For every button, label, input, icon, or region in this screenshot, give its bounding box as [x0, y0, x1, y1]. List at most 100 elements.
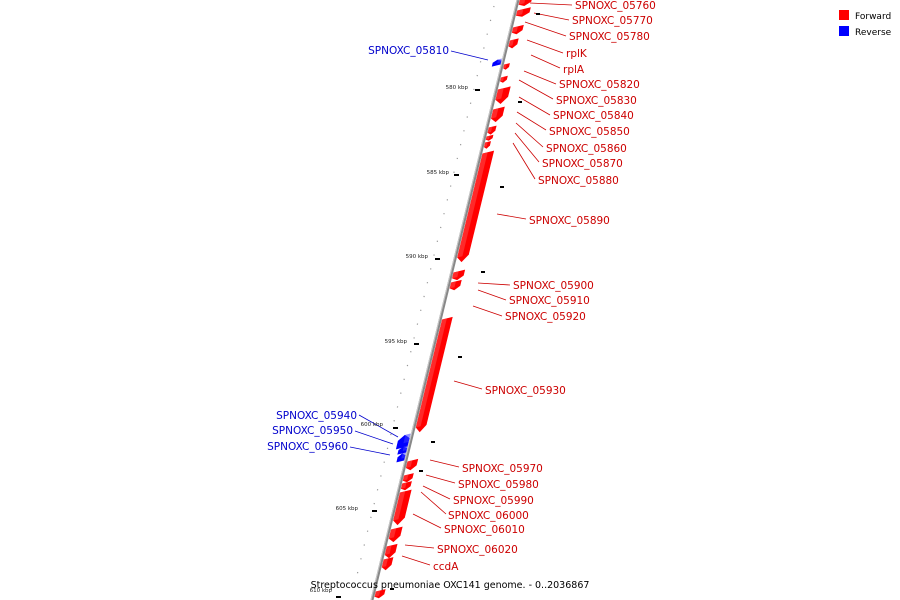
forward-connector-7 — [518, 96, 551, 116]
gene-label[interactable]: SPNOXC_05830 — [556, 95, 637, 107]
forward-connector-3 — [526, 39, 564, 54]
forward-gene-0-shade — [518, 0, 526, 5]
chromosome-axis-highlight — [370, 0, 518, 600]
forward-gene-21-shade — [381, 558, 388, 568]
outer-dotted-track — [351, 5, 495, 597]
minor-tick-5 — [431, 441, 435, 443]
tick-600: 600 kbp — [361, 422, 398, 429]
gene-label[interactable]: SPNOXC_05820 — [559, 79, 640, 91]
gene-label[interactable]: SPNOXC_05910 — [509, 295, 590, 307]
forward-gene-15-shade — [405, 460, 413, 468]
forward-gene-1-shade — [516, 9, 524, 16]
legend-label-reverse: Reverse — [855, 28, 892, 38]
reverse-gene-0-shade — [497, 58, 502, 64]
tick-label: 610 kbp — [310, 588, 333, 594]
gene-label[interactable]: rplA — [563, 64, 585, 76]
forward-gene-8-shade — [487, 126, 493, 133]
minor-tick-7 — [390, 588, 394, 590]
gene-label[interactable]: SPNOXC_05780 — [569, 31, 650, 43]
gene-label[interactable]: SPNOXC_05940 — [276, 410, 357, 422]
tick-605: 605 kbp — [336, 506, 377, 512]
forward-gene-17-shade — [400, 482, 407, 489]
gene-label[interactable]: SPNOXC_05890 — [529, 215, 610, 227]
forward-connector-21 — [412, 513, 442, 529]
forward-connector-20 — [420, 491, 447, 515]
chromosome-axis — [370, 0, 520, 600]
legend-label-forward: Forward — [855, 12, 891, 22]
gene-label[interactable]: SPNOXC_05870 — [542, 158, 623, 170]
legend: Forward Reverse — [839, 10, 892, 38]
minor-tick-4 — [458, 356, 462, 358]
forward-gene-4-shade — [503, 63, 507, 69]
tick-585: 585 kbp — [427, 170, 459, 176]
reverse-connector-2 — [354, 430, 394, 445]
gene-label[interactable]: SPNOXC_05860 — [546, 143, 627, 155]
gene-label[interactable]: SPNOXC_05980 — [458, 479, 539, 491]
tick-label: 600 kbp — [361, 422, 384, 428]
gene-label[interactable]: SPNOXC_05770 — [572, 15, 653, 27]
legend-swatch-forward — [839, 10, 849, 20]
forward-gene-16-shade — [402, 474, 409, 481]
forward-connector-13 — [477, 282, 511, 286]
forward-gene-6-shade — [495, 88, 504, 100]
minor-tick-6 — [419, 470, 423, 472]
gene-label[interactable]: SPNOXC_06020 — [437, 544, 518, 556]
minor-tick-1 — [518, 101, 522, 103]
gene-label[interactable]: SPNOXC_05850 — [549, 126, 630, 138]
gene-label[interactable]: SPNOXC_05840 — [553, 110, 634, 122]
tick-label: 585 kbp — [427, 170, 450, 176]
forward-gene-3-shade — [508, 39, 514, 47]
gene-label[interactable]: SPNOXC_06010 — [444, 524, 525, 536]
gene-label[interactable]: ccdA — [433, 561, 459, 573]
gene-label[interactable]: SPNOXC_05810 — [368, 45, 449, 57]
reverse-gene-1-shade — [403, 433, 411, 444]
gene-label[interactable]: SPNOXC_05880 — [538, 175, 619, 187]
reverse-connector-0 — [450, 50, 489, 61]
forward-connector-15 — [472, 305, 503, 317]
forward-connector-19 — [422, 485, 451, 500]
forward-gene-11-shade — [457, 152, 488, 258]
legend-swatch-reverse — [839, 26, 849, 36]
reverse-gene-3-shade — [401, 452, 407, 459]
forward-gene-10-shade — [484, 141, 488, 148]
scale-ticks: 580 kbp 585 kbp 590 kbp 595 kbp 600 kbp … — [310, 85, 480, 598]
genome-caption: Streptococcus pneumoniae OXC141 genome. … — [311, 580, 590, 591]
gene-label[interactable]: SPNOXC_05970 — [462, 463, 543, 475]
gene-label[interactable]: SPNOXC_05900 — [513, 280, 594, 292]
minor-tick-3 — [481, 271, 485, 273]
forward-gene-20-shade — [384, 545, 392, 555]
forward-connector-14 — [477, 289, 507, 301]
reverse-gene-2-shade — [402, 445, 408, 451]
gene-label[interactable]: SPNOXC_05990 — [453, 495, 534, 507]
forward-gene-14-shade — [415, 318, 447, 428]
label-connectors — [349, 2, 573, 590]
forward-gene-9-shade — [485, 135, 490, 140]
gene-label[interactable]: SPNOXC_05760 — [575, 0, 656, 12]
forward-gene-19-shade — [388, 528, 397, 539]
forward-connector-11 — [512, 142, 536, 180]
forward-gene-2-shade — [511, 26, 518, 33]
forward-gene-12-shade — [452, 271, 459, 279]
forward-gene-7-shade — [491, 108, 499, 119]
forward-connector-0 — [529, 2, 573, 6]
forward-gene-22-shade — [374, 590, 381, 597]
gene-label[interactable]: SPNOXC_05930 — [485, 385, 566, 397]
gene-label[interactable]: SPNOXC_06000 — [448, 510, 529, 522]
tick-595: 595 kbp — [385, 339, 419, 345]
reverse-connector-3 — [349, 446, 391, 456]
forward-gene-13-shade — [449, 281, 456, 289]
gene-label[interactable]: SPNOXC_05920 — [505, 311, 586, 323]
forward-connector-5 — [523, 70, 557, 85]
minor-tick-0 — [536, 13, 540, 15]
gene-label[interactable]: SPNOXC_05960 — [267, 441, 348, 453]
gene-label[interactable]: SPNOXC_05950 — [272, 425, 353, 437]
tick-label: 590 kbp — [406, 254, 429, 260]
forward-connector-6 — [518, 79, 554, 100]
tick-580: 580 kbp — [446, 85, 480, 91]
gene-features — [374, 0, 532, 599]
forward-connector-12 — [496, 213, 527, 220]
tick-label: 580 kbp — [446, 85, 469, 91]
gene-label[interactable]: rplK — [566, 48, 588, 60]
tick-label: 605 kbp — [336, 506, 359, 512]
